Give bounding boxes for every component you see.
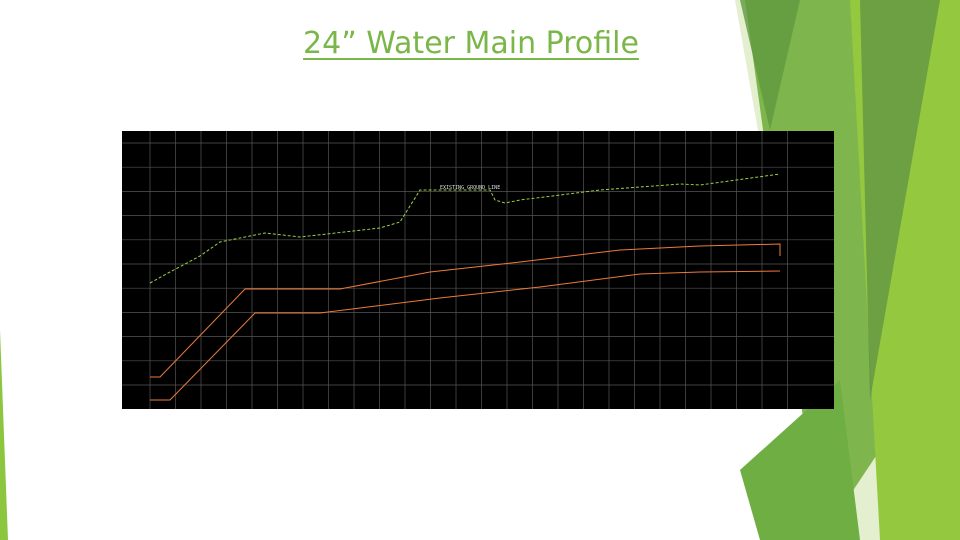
- upper-pipe-line: [150, 243, 781, 378]
- ground-line: [149, 173, 781, 284]
- annotation: EXISTING GROUND LINE: [440, 185, 500, 191]
- profile-drawing: EXISTING GROUND LINE: [122, 131, 834, 409]
- slide-title: 24” Water Main Profile: [303, 26, 639, 61]
- lower-pipe-line: [150, 270, 781, 401]
